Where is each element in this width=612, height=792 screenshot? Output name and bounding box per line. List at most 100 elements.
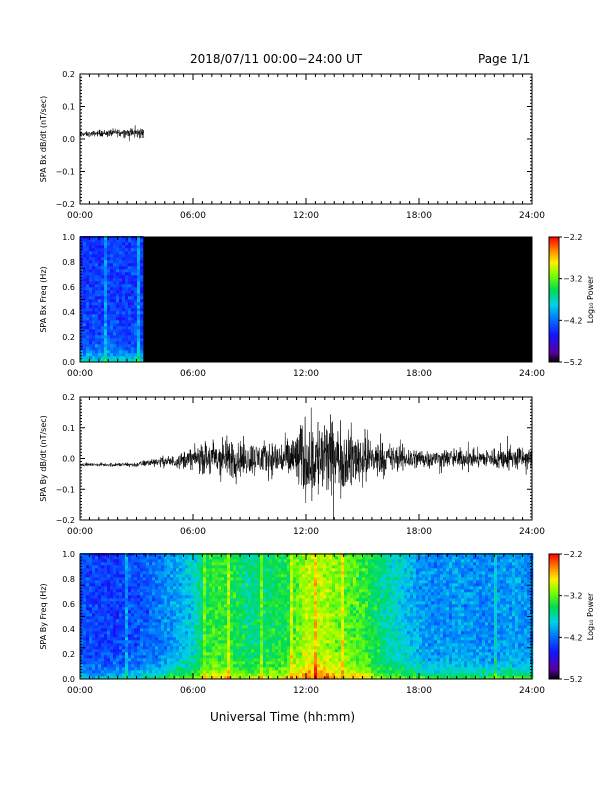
heatmap-cell <box>95 311 99 315</box>
heatmap-cell <box>107 652 111 656</box>
heatmap-cell <box>311 589 315 593</box>
colorbar-band <box>549 297 559 300</box>
heatmap-cell <box>230 565 234 569</box>
heatmap-cell <box>236 634 240 638</box>
heatmap-cell <box>251 577 255 581</box>
heatmap-cell <box>98 646 102 650</box>
heatmap-cell <box>119 595 123 599</box>
series-trace-1 <box>79 125 145 142</box>
heatmap-cell <box>266 637 270 641</box>
heatmap-cell <box>215 634 219 638</box>
heatmap-cell <box>137 670 141 674</box>
heatmap-cell <box>164 553 168 557</box>
heatmap-cell <box>110 586 114 590</box>
heatmap-cell <box>314 571 318 575</box>
heatmap-cell <box>236 643 240 647</box>
heatmap-cell <box>146 586 150 590</box>
heatmap-cell <box>131 661 135 665</box>
heatmap-cell <box>98 275 102 279</box>
heatmap-cell <box>113 622 117 626</box>
panel-1-axes: 00:00 06:00 12:00 18:00 24:000.20.10.0−0.1−0… <box>39 70 545 221</box>
heatmap-cell <box>257 649 261 653</box>
heatmap-cell <box>164 598 168 602</box>
heatmap-cell <box>89 574 93 578</box>
heatmap-cell <box>140 562 144 566</box>
heatmap-cell <box>194 649 198 653</box>
heatmap-cell <box>224 583 228 587</box>
colorbar-band <box>549 251 559 255</box>
heatmap-cell <box>161 652 165 656</box>
heatmap-cell <box>107 356 111 360</box>
heatmap-cell <box>311 559 315 563</box>
heatmap-cell <box>311 574 315 578</box>
heatmap-cell <box>164 595 168 599</box>
heatmap-cell <box>182 652 186 656</box>
heatmap-cell <box>170 652 174 656</box>
heatmap-cell <box>281 628 285 632</box>
heatmap-cell <box>236 577 240 581</box>
heatmap-cell <box>317 634 321 638</box>
heatmap-cell <box>227 589 231 593</box>
heatmap-cell <box>257 643 261 647</box>
heatmap-cell <box>188 577 192 581</box>
heatmap-cell <box>209 601 213 605</box>
heatmap-cell <box>326 640 330 644</box>
heatmap-cell <box>110 571 114 575</box>
heatmap-cell <box>269 553 273 557</box>
heatmap-cell <box>158 652 162 656</box>
heatmap-cell <box>92 586 96 590</box>
heatmap-cell <box>158 640 162 644</box>
heatmap-cell <box>242 586 246 590</box>
heatmap-cell <box>200 595 204 599</box>
heatmap-cell <box>320 556 324 560</box>
heatmap-cell <box>209 565 213 569</box>
page-title: 2018/07/11 00:00−24:00 UT <box>190 52 363 66</box>
heatmap-cell <box>113 269 117 273</box>
heatmap-cell <box>320 619 324 623</box>
heatmap-cell <box>113 625 117 629</box>
heatmap-cell <box>296 604 300 608</box>
heatmap-cell <box>128 568 132 572</box>
heatmap-cell <box>191 667 195 671</box>
heatmap-cell <box>269 628 273 632</box>
heatmap-cell <box>224 559 228 563</box>
heatmap-cell <box>269 664 273 668</box>
heatmap-cell <box>308 580 312 584</box>
heatmap-cell <box>260 670 264 674</box>
heatmap-cell <box>293 571 297 575</box>
heatmap-cell <box>290 601 294 605</box>
heatmap-cell <box>137 604 141 608</box>
heatmap-cell <box>86 359 90 363</box>
heatmap-cell <box>146 610 150 614</box>
heatmap-cell <box>173 667 177 671</box>
heatmap-cell <box>200 601 204 605</box>
heatmap-cell <box>98 664 102 668</box>
heatmap-cell <box>89 643 93 647</box>
heatmap-cell <box>275 664 279 668</box>
heatmap-cell <box>86 326 90 330</box>
heatmap-cell <box>113 263 117 267</box>
heatmap-cell <box>215 622 219 626</box>
heatmap-cell <box>89 245 93 249</box>
heatmap-cell <box>122 574 126 578</box>
heatmap-cell <box>152 628 156 632</box>
heatmap-cell <box>212 565 216 569</box>
heatmap-cell <box>197 577 201 581</box>
heatmap-cell <box>95 302 99 306</box>
heatmap-cell <box>140 356 144 360</box>
heatmap-cell <box>281 625 285 629</box>
heatmap-cell <box>98 667 102 671</box>
heatmap-cell <box>260 640 264 644</box>
heatmap-cell <box>113 335 117 339</box>
heatmap-cell <box>320 655 324 659</box>
heatmap-cell <box>194 646 198 650</box>
heatmap-cell <box>275 577 279 581</box>
heatmap-cell <box>134 257 138 261</box>
heatmap-cell <box>137 568 141 572</box>
heatmap-cell <box>134 281 138 285</box>
heatmap-cell <box>215 565 219 569</box>
heatmap-cell <box>152 580 156 584</box>
heatmap-cell <box>236 613 240 617</box>
heatmap-cell <box>278 589 282 593</box>
heatmap-cell <box>164 646 168 650</box>
